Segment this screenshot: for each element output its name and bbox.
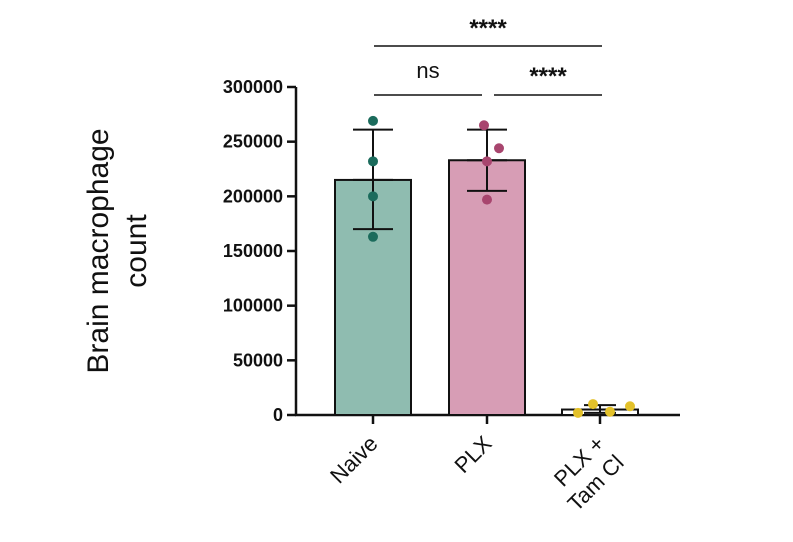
y-axis-title: Brain macrophage count	[82, 128, 153, 373]
y-tick-label: 150000	[223, 241, 283, 261]
x-axis: Naive PLX PLX +Tam Cl	[295, 413, 680, 516]
y-tick-label: 0	[273, 405, 283, 425]
data-point	[482, 194, 492, 205]
significance-label: ****	[529, 63, 567, 90]
data-point	[368, 156, 378, 167]
y-tick-label: 50000	[233, 350, 283, 370]
x-tick-label: PLX +Tam Cl	[543, 431, 628, 516]
significance-label: ****	[469, 15, 507, 42]
data-point	[605, 406, 615, 417]
data-point	[588, 399, 598, 410]
data-point	[625, 401, 635, 412]
data-point	[573, 407, 583, 418]
y-tick-label: 200000	[223, 186, 283, 206]
significance-brackets: **** ns ****	[374, 15, 602, 96]
data-point	[368, 115, 378, 126]
y-axis: 0 50000 100000 150000 200000 250000 300000	[223, 77, 298, 425]
y-axis-title-line: count	[120, 214, 153, 288]
data-points	[368, 115, 635, 418]
data-point	[368, 191, 378, 202]
error-bars	[353, 128, 616, 414]
x-tick-label: PLX	[449, 431, 496, 478]
data-point	[368, 231, 378, 242]
x-tick-label: Naive	[325, 431, 382, 488]
x-tick-label-line: PLX	[449, 431, 496, 478]
y-axis-title-line: Brain macrophage	[82, 128, 115, 373]
data-point	[482, 156, 492, 167]
data-point	[479, 120, 489, 131]
data-point	[494, 143, 504, 154]
x-tick-label-line: Naive	[325, 431, 382, 488]
y-tick-label: 250000	[223, 132, 283, 152]
y-axis-title-text: Brain macrophage count	[82, 128, 153, 373]
y-tick-label: 100000	[223, 296, 283, 316]
significance-label: ns	[416, 58, 439, 83]
y-tick-label: 300000	[223, 77, 283, 97]
